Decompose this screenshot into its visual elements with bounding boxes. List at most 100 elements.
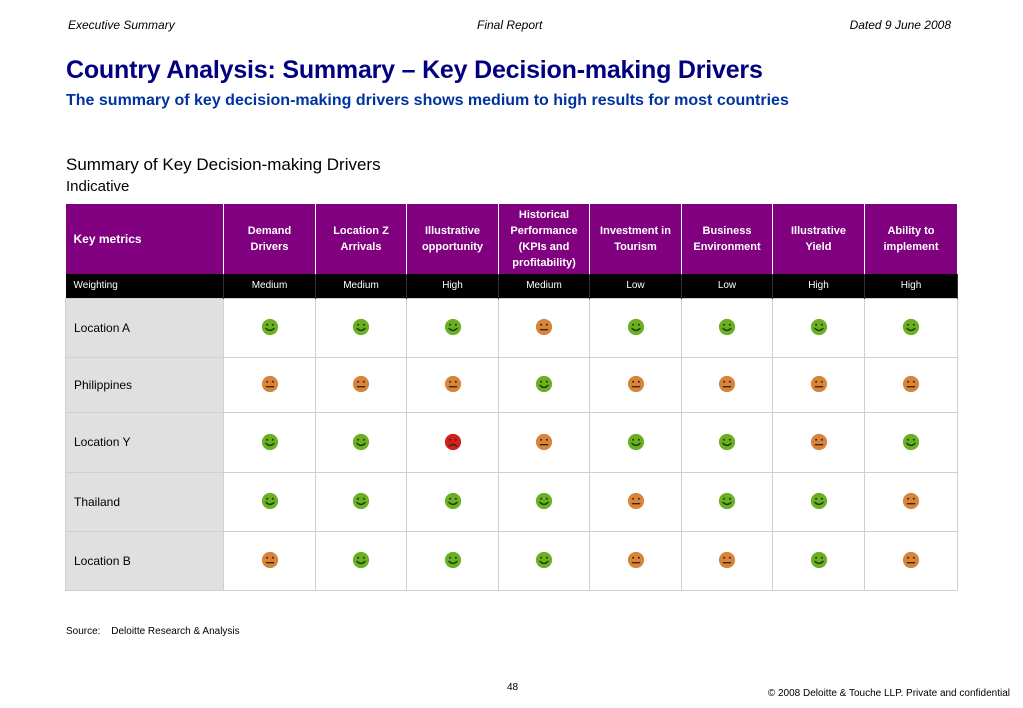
rating-cell bbox=[589, 471, 682, 532]
rating-cell bbox=[681, 471, 773, 532]
smiley-neutral-icon bbox=[261, 552, 278, 569]
smiley-neutral-icon bbox=[627, 493, 644, 510]
table-row: Thailand bbox=[65, 471, 958, 532]
section-title: Summary of Key Decision-making Drivers bbox=[66, 155, 381, 174]
smiley-neutral-icon bbox=[902, 552, 920, 569]
key-metrics-header: Key metrics bbox=[65, 204, 224, 274]
rating-cell bbox=[864, 530, 958, 591]
smiley-neutral-icon bbox=[261, 376, 278, 393]
smiley-happy-icon bbox=[810, 319, 827, 336]
rating-cell bbox=[315, 471, 407, 532]
column-header: Business Environment bbox=[681, 204, 773, 274]
rating-cell bbox=[498, 356, 590, 413]
rating-cell bbox=[498, 530, 590, 591]
rating-cell bbox=[681, 530, 773, 591]
smiley-happy-icon bbox=[627, 433, 644, 450]
copyright-text: © 2008 Deloitte & Touche LLP. Private an… bbox=[767, 688, 1010, 699]
weighting-label: Weighting bbox=[65, 274, 224, 298]
rating-cell bbox=[864, 411, 958, 473]
rating-cell bbox=[681, 297, 773, 358]
table-row: Philippines bbox=[65, 356, 958, 413]
rating-cell bbox=[315, 530, 407, 591]
smiley-happy-icon bbox=[535, 493, 553, 510]
rating-cell bbox=[406, 530, 499, 591]
weighting-value: Low bbox=[589, 274, 682, 298]
weighting-value: Medium bbox=[498, 274, 590, 298]
column-header-line: (KPIs and bbox=[518, 241, 570, 253]
column-header-line: Environment bbox=[693, 241, 761, 253]
header-center-text: Final Report bbox=[477, 18, 543, 32]
column-header-line: Business bbox=[702, 225, 752, 237]
smiley-happy-icon bbox=[444, 319, 461, 336]
column-header-line: Demand bbox=[247, 225, 292, 237]
column-header-line: Illustrative bbox=[424, 225, 481, 237]
column-header-line: opportunity bbox=[421, 241, 484, 253]
page-subtitle: The summary of key decision-making drive… bbox=[66, 92, 789, 109]
smiley-happy-icon bbox=[718, 433, 736, 450]
header-left-text: Executive Summary bbox=[68, 18, 175, 32]
row-location-label: Location B bbox=[65, 530, 224, 591]
smiley-neutral-icon bbox=[535, 433, 553, 450]
smiley-happy-icon bbox=[261, 493, 278, 510]
source-note: Source: Deloitte Research & Analysis bbox=[66, 626, 240, 637]
source-text: Deloitte Research & Analysis bbox=[111, 626, 240, 637]
smiley-neutral-icon bbox=[810, 433, 827, 450]
column-header-line: implement bbox=[883, 241, 939, 253]
column-header-line: Investment in bbox=[600, 225, 671, 237]
smiley-happy-icon bbox=[261, 319, 278, 336]
rating-cell bbox=[406, 297, 499, 358]
rating-cell bbox=[223, 411, 316, 473]
rating-cell bbox=[223, 356, 316, 413]
rating-cell bbox=[315, 297, 407, 358]
section-subtitle: Indicative bbox=[66, 178, 130, 195]
smiley-neutral-icon bbox=[902, 376, 920, 393]
smiley-happy-icon bbox=[352, 319, 370, 336]
page-number: 48 bbox=[507, 682, 519, 693]
smiley-happy-icon bbox=[535, 376, 553, 393]
column-header: Illustrative Yield bbox=[772, 204, 865, 274]
column-header: Ability to implement bbox=[864, 204, 958, 274]
rating-cell bbox=[315, 356, 407, 413]
table-header-row: Key metrics Demand Drivers Location Z Arriv… bbox=[65, 204, 958, 274]
column-header-line: Location Z bbox=[333, 225, 389, 237]
rating-cell bbox=[864, 356, 958, 413]
rating-cell bbox=[772, 356, 865, 413]
rating-cell bbox=[498, 297, 590, 358]
rating-cell bbox=[223, 530, 316, 591]
smiley-neutral-icon bbox=[444, 376, 461, 393]
rating-cell bbox=[864, 471, 958, 532]
smiley-neutral-icon bbox=[718, 376, 736, 393]
table-body: Location A Philippines Location Y Thailand L… bbox=[65, 297, 958, 591]
smiley-happy-icon bbox=[810, 552, 827, 569]
weighting-row: Weighting Medium Medium High Medium Low Low Hi… bbox=[65, 274, 958, 298]
weighting-value: High bbox=[406, 274, 499, 298]
smiley-neutral-icon bbox=[627, 376, 644, 393]
smiley-happy-icon bbox=[718, 493, 736, 510]
column-header-line: Illustrative bbox=[790, 225, 847, 237]
column-header-line: Drivers bbox=[250, 241, 289, 253]
table-row: Location A bbox=[65, 297, 958, 358]
rating-cell bbox=[498, 471, 590, 532]
rating-cell bbox=[772, 297, 865, 358]
smiley-neutral-icon bbox=[535, 319, 553, 336]
weighting-value: Medium bbox=[315, 274, 407, 298]
smiley-sad-icon bbox=[444, 433, 461, 450]
rating-cell bbox=[223, 471, 316, 532]
smiley-happy-icon bbox=[444, 493, 461, 510]
rating-cell bbox=[406, 471, 499, 532]
page-title: Country Analysis: Summary – Key Decision… bbox=[66, 56, 763, 84]
column-header: Investment in Tourism bbox=[589, 204, 682, 274]
weighting-value: High bbox=[864, 274, 958, 298]
column-header: Illustrative opportunity bbox=[406, 204, 499, 274]
column-header-line: Tourism bbox=[614, 241, 657, 253]
smiley-happy-icon bbox=[902, 433, 920, 450]
rating-cell bbox=[772, 530, 865, 591]
smiley-happy-icon bbox=[352, 493, 370, 510]
row-location-label: Location Y bbox=[65, 411, 224, 473]
column-header-line: Ability to bbox=[887, 225, 935, 237]
row-location-label: Location A bbox=[65, 297, 224, 358]
smiley-happy-icon bbox=[718, 319, 736, 336]
header-date-text: Dated 9 June 2008 bbox=[849, 18, 951, 32]
rating-cell bbox=[589, 356, 682, 413]
column-header-line: profitability) bbox=[512, 257, 576, 269]
